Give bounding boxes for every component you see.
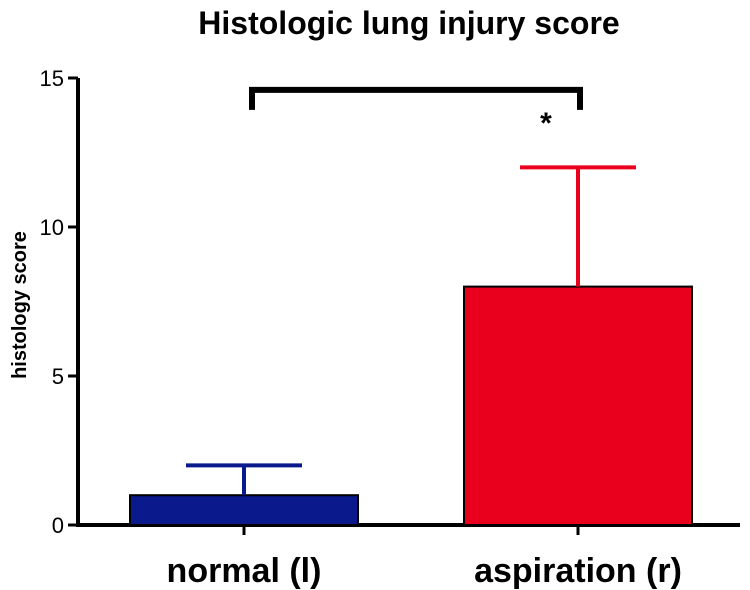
- y-tick-label: 10: [40, 215, 64, 240]
- significance-marker: *: [540, 107, 552, 140]
- error-bars: [186, 165, 636, 496]
- y-axis-label: histology score: [9, 231, 31, 379]
- bars: [129, 285, 693, 527]
- significance-bracket: *: [249, 86, 583, 140]
- tick-labels: 0 5 10 15 normal (l) aspiration (r): [40, 66, 682, 590]
- bracket-line: [249, 86, 583, 110]
- y-tick-label: 5: [52, 364, 64, 389]
- x-tick-label: normal (l): [167, 552, 322, 590]
- y-tick-label: 0: [52, 513, 64, 538]
- bar: [129, 494, 359, 527]
- x-tick-label: aspiration (r): [474, 552, 682, 590]
- chart-title: Histologic lung injury score: [198, 5, 619, 41]
- bar: [463, 285, 693, 526]
- y-tick-label: 15: [40, 66, 64, 91]
